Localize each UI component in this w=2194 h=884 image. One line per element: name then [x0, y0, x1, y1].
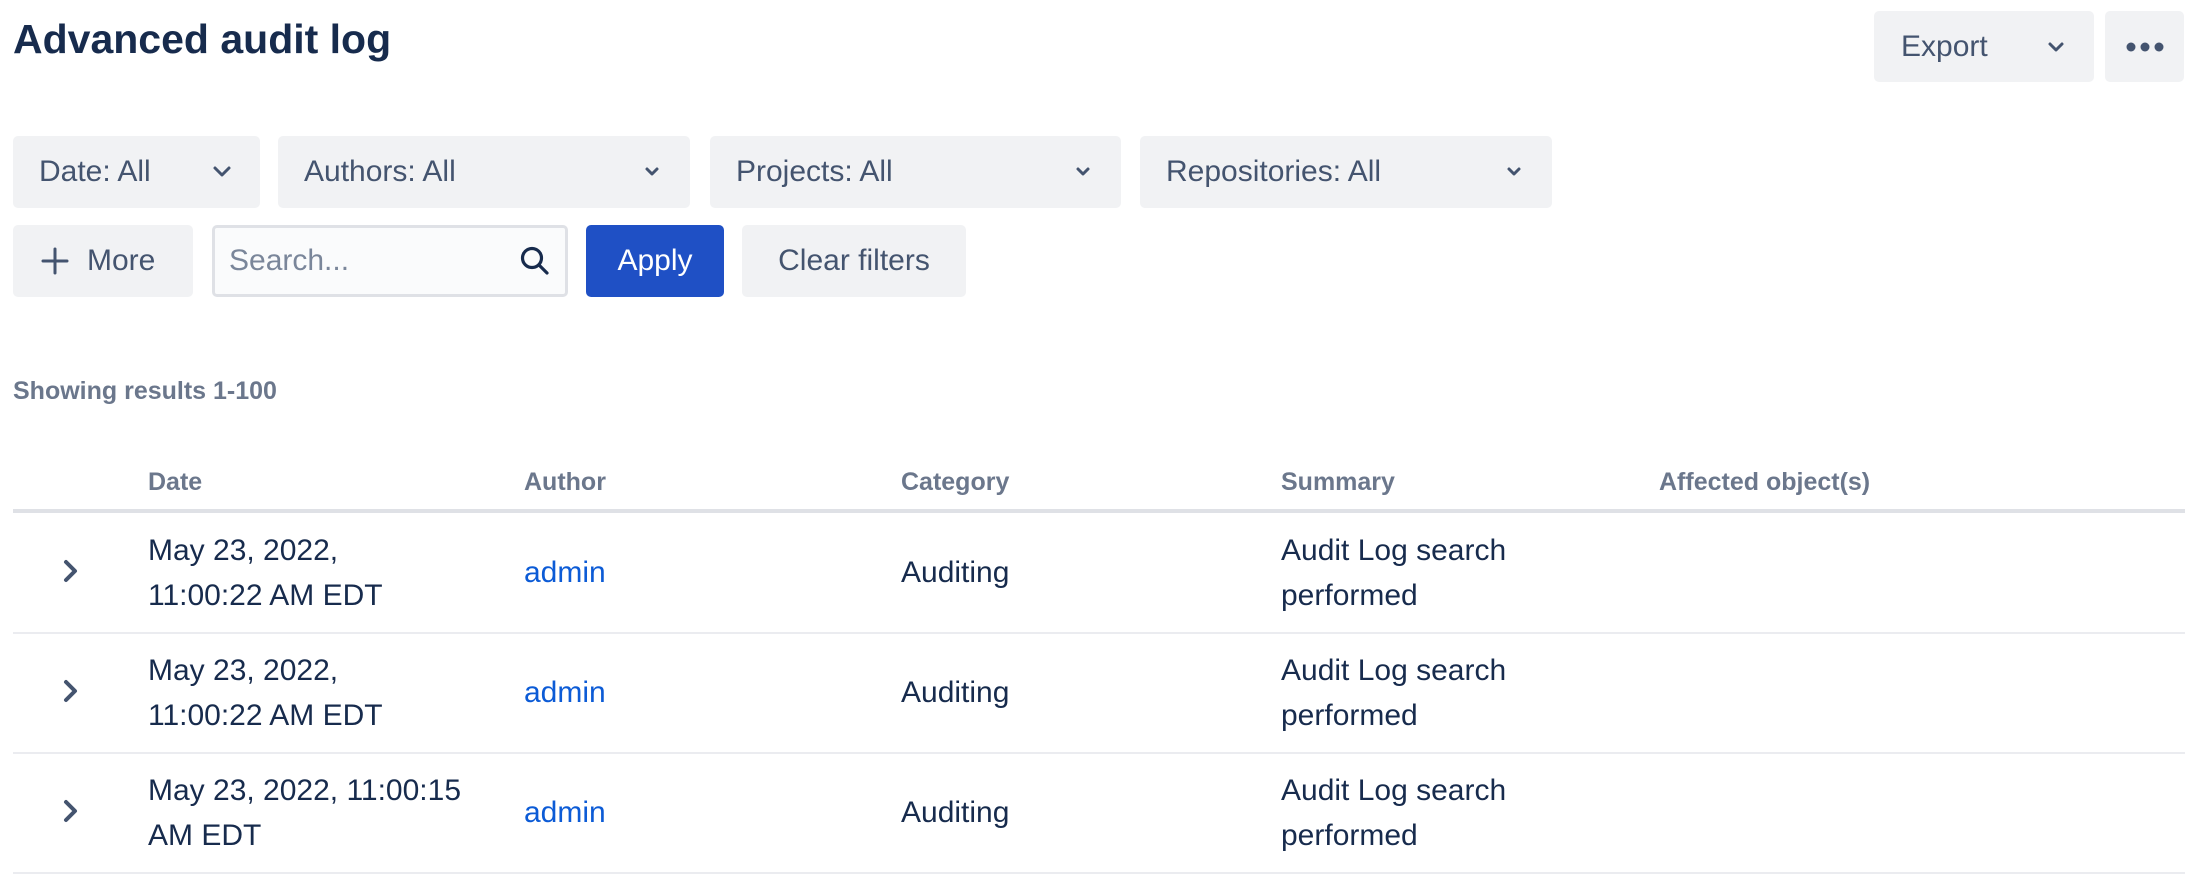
- date-line: May 23, 2022, 11:00:15: [148, 774, 462, 807]
- date-cell: May 23, 2022, 11:00:22 AM EDT: [148, 528, 383, 618]
- apply-button[interactable]: Apply: [586, 225, 724, 297]
- author-link[interactable]: admin: [524, 556, 606, 589]
- author-link[interactable]: admin: [524, 676, 606, 709]
- chevron-down-icon: [1507, 167, 1521, 176]
- summary-line: Audit Log search: [1281, 654, 1507, 687]
- chevron-right-icon[interactable]: [58, 556, 84, 586]
- category-cell: Auditing: [901, 676, 1010, 709]
- category-cell: Auditing: [901, 556, 1010, 589]
- ellipsis-icon: [2126, 42, 2163, 51]
- date-cell: May 23, 2022, 11:00:22 AM EDT: [148, 648, 383, 738]
- more-actions-button[interactable]: [2105, 11, 2184, 82]
- chevron-down-icon: [2048, 42, 2064, 51]
- more-filters-label: More: [87, 244, 156, 277]
- clear-filters-label: Clear filters: [778, 244, 930, 277]
- summary-line: performed: [1281, 699, 1418, 732]
- date-line: 11:00:22 AM EDT: [148, 579, 383, 612]
- chevron-down-icon: [213, 166, 231, 177]
- summary-cell: Audit Log search performed: [1281, 528, 1506, 618]
- authors-filter[interactable]: Authors: All: [278, 136, 690, 208]
- summary-line: Audit Log search: [1281, 774, 1507, 807]
- row-divider: [13, 872, 2185, 874]
- chevron-down-icon: [645, 167, 659, 176]
- summary-cell: Audit Log search performed: [1281, 768, 1506, 858]
- repositories-filter[interactable]: Repositories: All: [1140, 136, 1552, 208]
- column-header-author: Author: [524, 468, 606, 496]
- summary-line: Audit Log search: [1281, 534, 1507, 567]
- date-cell: May 23, 2022, 11:00:15 AM EDT: [148, 768, 461, 858]
- row-divider: [13, 752, 2185, 754]
- results-count: Showing results 1-100: [13, 377, 277, 405]
- date-filter-label: Date: All: [39, 155, 151, 188]
- date-line: May 23, 2022,: [148, 534, 339, 567]
- date-line: AM EDT: [148, 819, 262, 852]
- column-header-category: Category: [901, 468, 1010, 496]
- date-line: 11:00:22 AM EDT: [148, 699, 383, 732]
- authors-filter-label: Authors: All: [304, 155, 456, 188]
- row-divider: [13, 632, 2185, 634]
- apply-label: Apply: [617, 244, 693, 277]
- search-icon: [520, 246, 549, 275]
- column-header-affected: Affected object(s): [1659, 468, 1871, 496]
- clear-filters-button[interactable]: Clear filters: [742, 225, 966, 297]
- more-filters-button[interactable]: More: [13, 225, 193, 297]
- page-title: Advanced audit log: [13, 16, 392, 62]
- search-field[interactable]: [212, 225, 568, 297]
- chevron-down-icon: [1076, 167, 1090, 176]
- category-cell: Auditing: [901, 796, 1010, 829]
- plus-icon: [41, 247, 69, 275]
- projects-filter-label: Projects: All: [736, 155, 893, 188]
- summary-line: performed: [1281, 579, 1418, 612]
- export-button[interactable]: Export: [1874, 11, 2094, 82]
- date-filter[interactable]: Date: All: [13, 136, 260, 208]
- author-link[interactable]: admin: [524, 796, 606, 829]
- summary-line: performed: [1281, 819, 1418, 852]
- summary-cell: Audit Log search performed: [1281, 648, 1506, 738]
- projects-filter[interactable]: Projects: All: [710, 136, 1121, 208]
- export-label: Export: [1901, 29, 1988, 63]
- header-divider: [13, 509, 2185, 513]
- date-line: May 23, 2022,: [148, 654, 339, 687]
- column-header-date: Date: [148, 468, 203, 496]
- chevron-right-icon[interactable]: [58, 796, 84, 826]
- column-header-summary: Summary: [1281, 468, 1395, 496]
- repositories-filter-label: Repositories: All: [1166, 155, 1382, 188]
- search-input[interactable]: [229, 244, 509, 278]
- chevron-right-icon[interactable]: [58, 676, 84, 706]
